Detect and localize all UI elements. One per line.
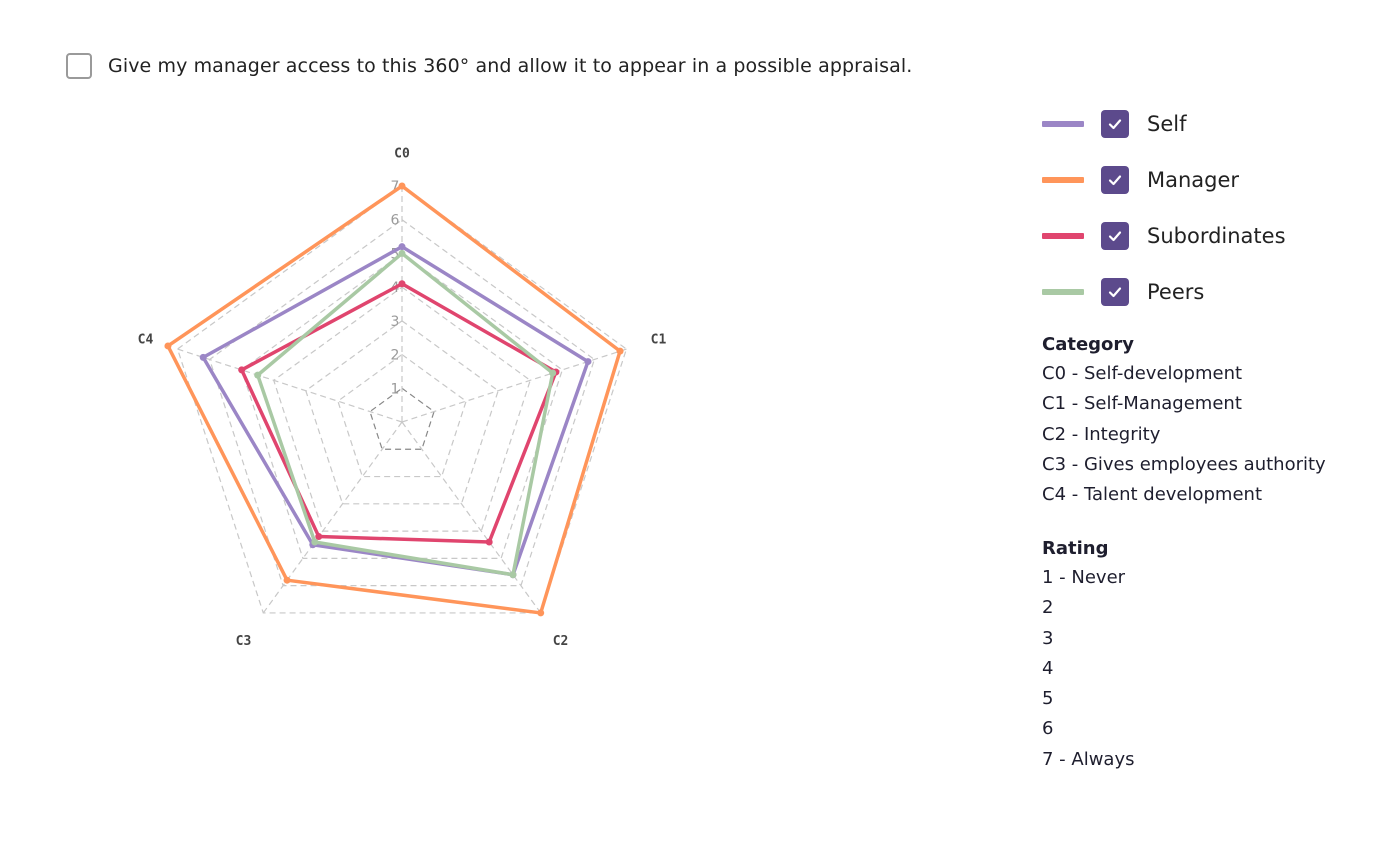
category-item: C2 - Integrity: [1042, 423, 1161, 445]
legend-swatch-manager: [1042, 177, 1084, 183]
check-icon: [1108, 119, 1122, 130]
series-line-manager: [166, 184, 622, 615]
series-line-peers: [255, 251, 555, 577]
axis-spoke: [401, 421, 542, 614]
grid-ring: [337, 353, 467, 478]
legend-item-peers[interactable]: Peers: [1042, 274, 1286, 310]
rating-item: 6: [1042, 718, 1054, 740]
axis-spoke: [177, 348, 403, 423]
data-point: [509, 571, 517, 579]
data-point: [485, 538, 493, 546]
category-item: C3 - Gives employees authority: [1042, 453, 1326, 475]
legend-checkbox-subordinates[interactable]: [1101, 222, 1129, 250]
legend-swatch-peers: [1042, 289, 1084, 295]
data-point: [398, 249, 406, 257]
tick-label: 7: [391, 179, 400, 195]
grid-ring: [273, 286, 531, 532]
manager-access-label: Give my manager access to this 360° and …: [108, 55, 913, 77]
data-point: [311, 538, 319, 546]
legend-label-self: Self: [1147, 112, 1187, 136]
tick-label: 5: [391, 246, 400, 262]
rating-item: 5: [1042, 688, 1054, 710]
rating-item: 7 - Always: [1042, 748, 1135, 770]
data-point: [238, 366, 246, 374]
rating-item: 2: [1042, 597, 1054, 619]
axis-label: C0: [394, 146, 410, 161]
data-point: [283, 576, 291, 584]
axis-label: C1: [651, 333, 667, 348]
grid-ring: [369, 387, 435, 450]
rating-title: Rating: [1042, 538, 1109, 559]
legend-item-manager[interactable]: Manager: [1042, 162, 1286, 198]
tick-label: 6: [391, 213, 400, 229]
rating-info: Rating 1 - Never 2 3 4 5 6 7 - Always: [1042, 538, 1135, 775]
data-point: [616, 347, 624, 355]
data-point: [584, 358, 592, 366]
data-point: [199, 353, 207, 361]
tick-label: 2: [391, 348, 400, 364]
grid-ring: [176, 185, 628, 614]
category-item: C4 - Talent development: [1042, 484, 1263, 506]
legend-label-subordinates: Subordinates: [1147, 224, 1286, 248]
legend-checkbox-manager[interactable]: [1101, 166, 1129, 194]
checkbox-box[interactable]: [66, 53, 92, 79]
legend-label-peers: Peers: [1147, 280, 1205, 304]
axis-spoke: [401, 348, 627, 423]
rating-item: 3: [1042, 627, 1054, 649]
legend-swatch-self: [1042, 121, 1084, 127]
data-point: [537, 609, 545, 617]
data-point: [398, 243, 406, 251]
check-icon: [1108, 287, 1122, 298]
category-info: Category C0 - Self-development C1 - Self…: [1042, 334, 1326, 510]
data-point: [315, 533, 323, 541]
legend-item-subordinates[interactable]: Subordinates: [1042, 218, 1286, 254]
tick-label: 3: [391, 314, 400, 330]
legend-swatch-subordinates: [1042, 233, 1084, 239]
rating-item: 1 - Never: [1042, 567, 1126, 588]
data-point: [398, 182, 406, 190]
data-point: [164, 342, 172, 350]
axis-label: C2: [553, 634, 569, 649]
rating-item: 4: [1042, 657, 1054, 679]
category-item: C0 - Self-development: [1042, 363, 1243, 384]
axis-label: C4: [138, 333, 154, 348]
check-icon: [1108, 231, 1122, 242]
check-icon: [1108, 175, 1122, 186]
data-point: [549, 369, 557, 377]
legend: Self Manager Subordinates Peers: [1042, 106, 1286, 330]
legend-item-self[interactable]: Self: [1042, 106, 1286, 142]
legend-label-manager: Manager: [1147, 168, 1240, 192]
legend-checkbox-self[interactable]: [1101, 110, 1129, 138]
category-title: Category: [1042, 334, 1135, 355]
data-point: [254, 371, 262, 379]
manager-access-checkbox[interactable]: Give my manager access to this 360° and …: [66, 53, 912, 79]
axis-label: C3: [236, 634, 252, 649]
category-item: C1 - Self-Management: [1042, 393, 1242, 415]
grid-ring: [305, 320, 499, 505]
tick-label: 1: [391, 381, 400, 397]
legend-checkbox-peers[interactable]: [1101, 278, 1129, 306]
data-point: [398, 280, 406, 288]
